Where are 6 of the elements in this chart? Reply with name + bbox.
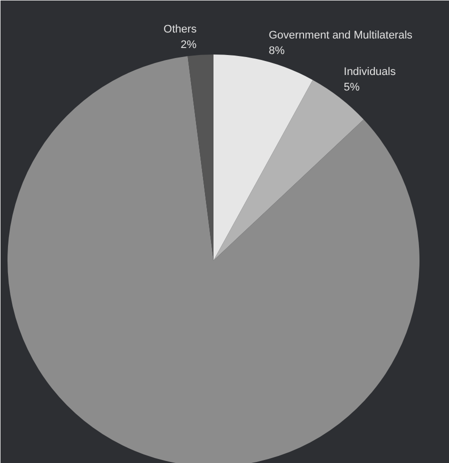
data-label: 2% [180,38,197,51]
slice-label: Government and Multilaterals [268,29,413,42]
data-label: 8% [268,44,285,57]
slice-label: Others [164,23,198,36]
slice-label: Individuals [344,66,396,78]
data-label: 5% [344,82,360,94]
